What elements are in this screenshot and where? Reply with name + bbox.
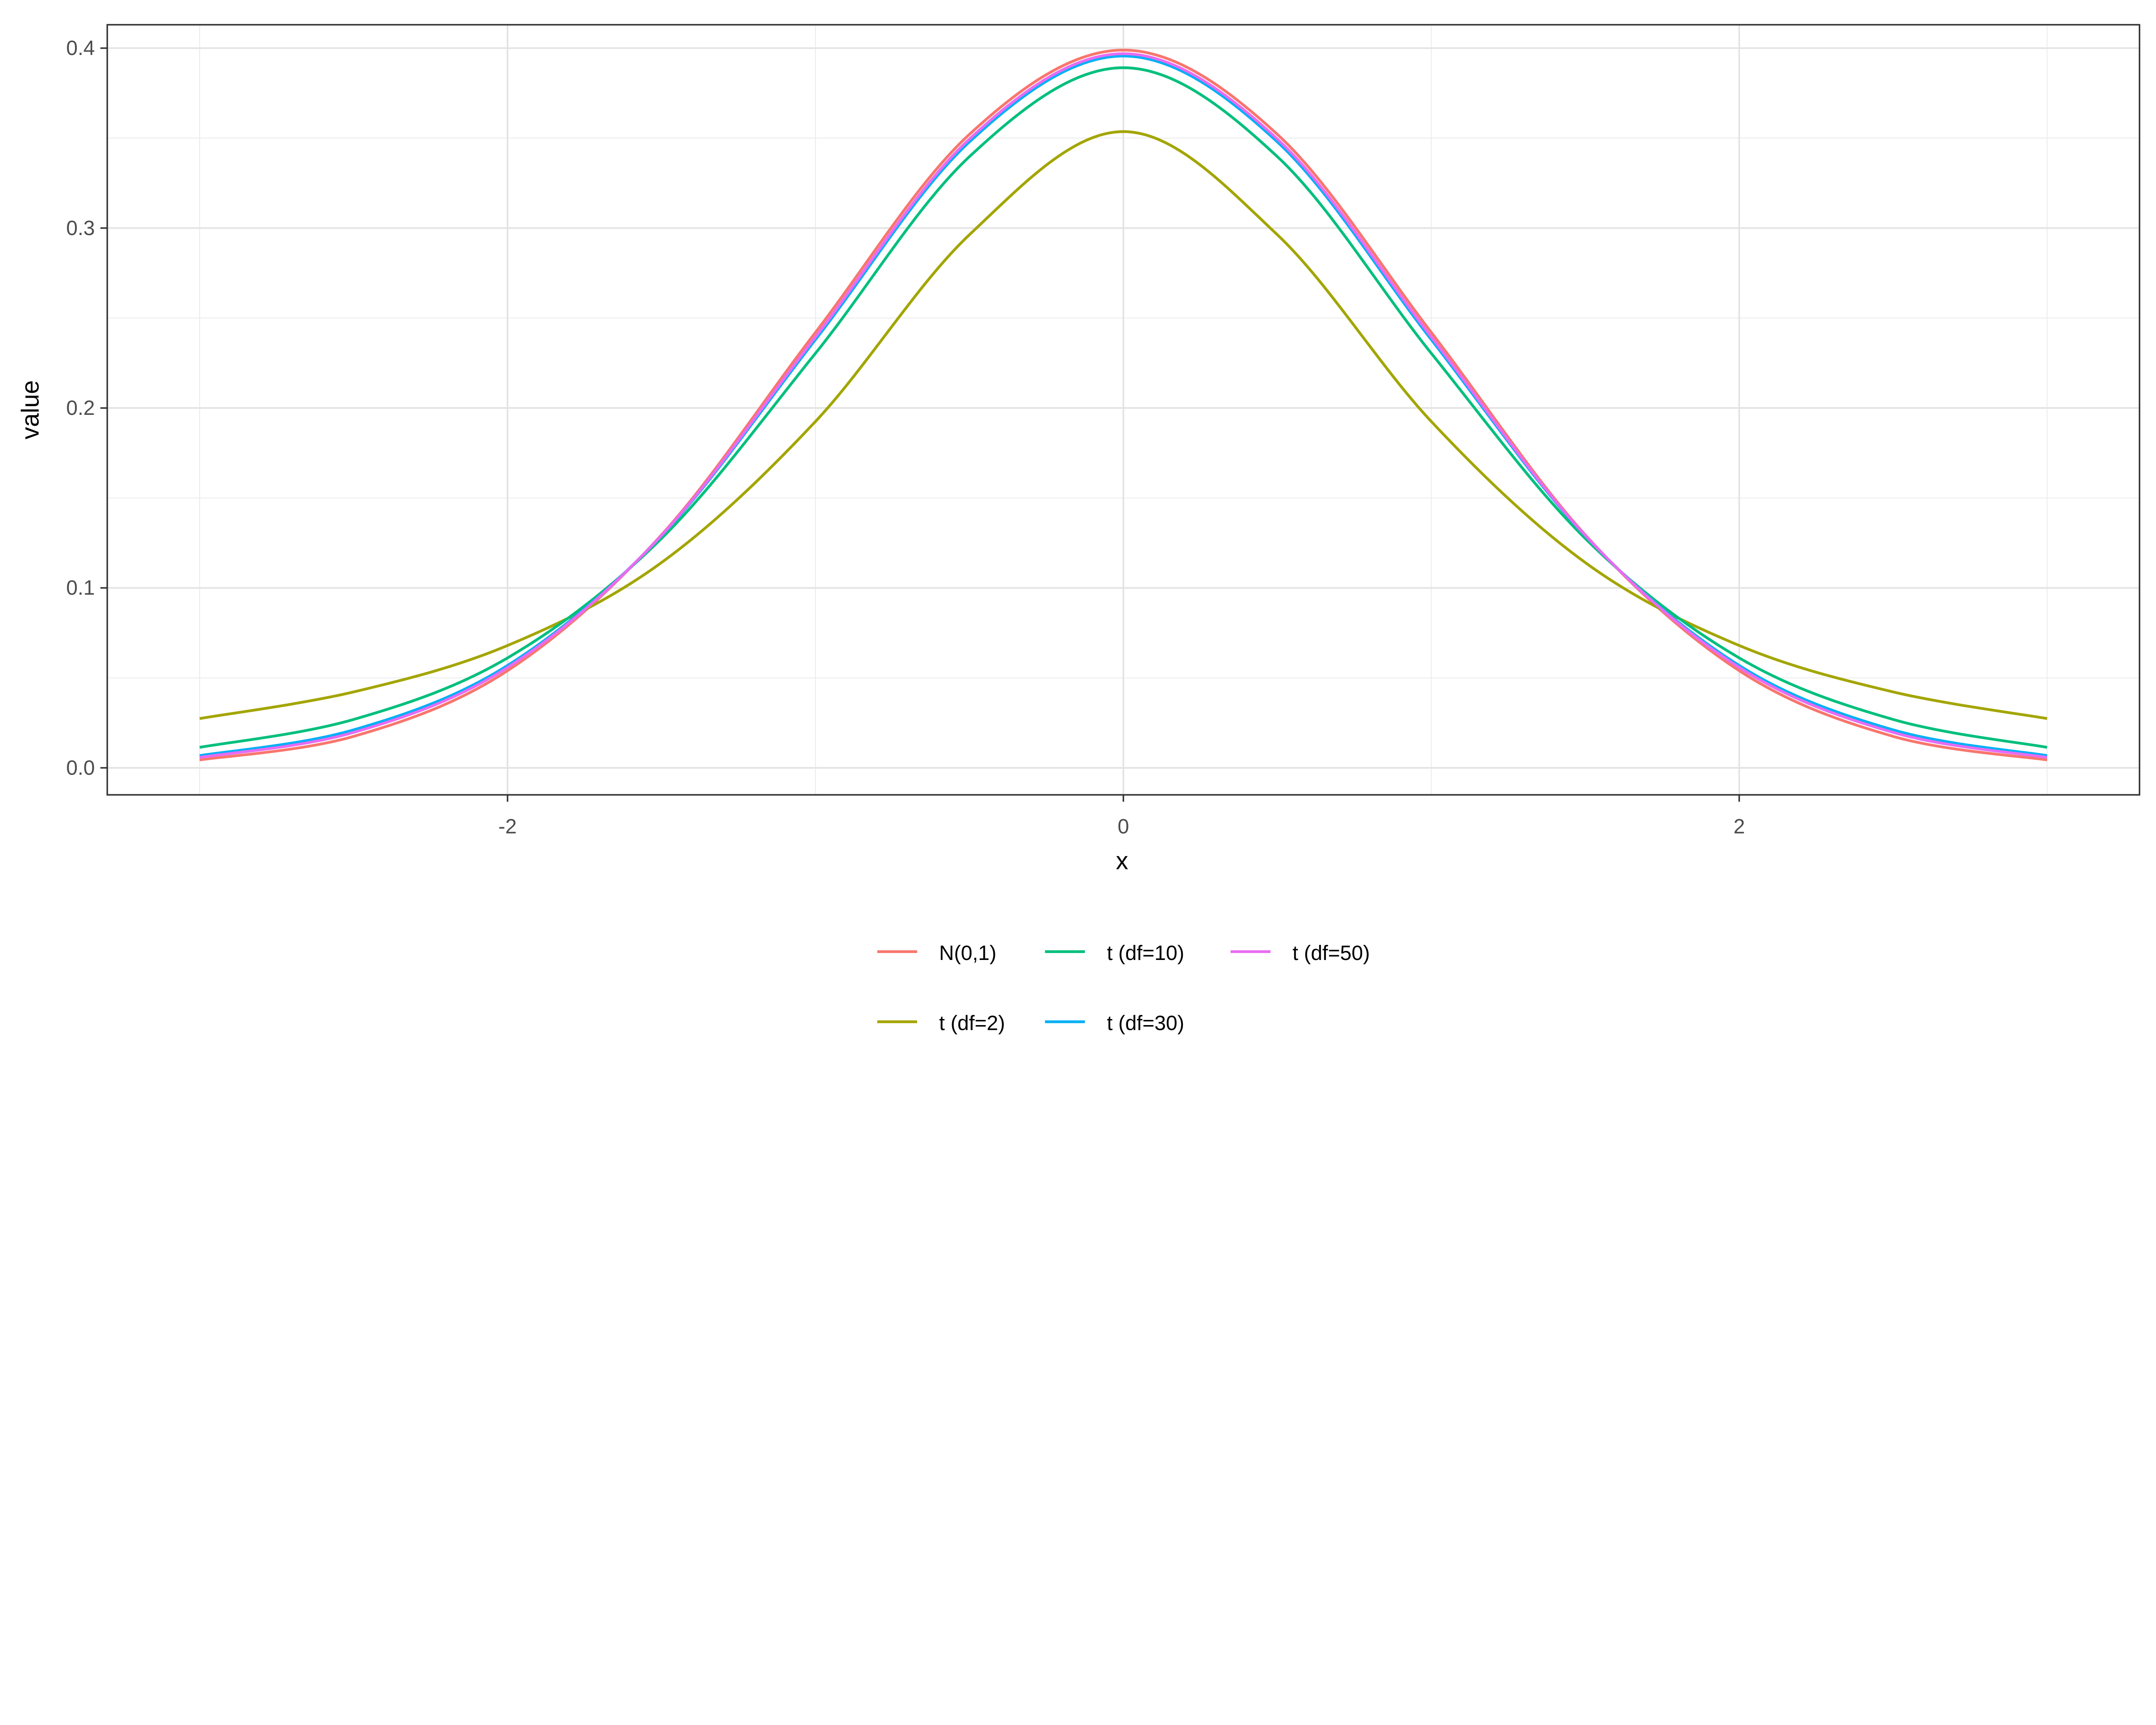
y-tick-label: 0.0: [66, 756, 95, 779]
y-tick-label: 0.3: [66, 217, 95, 240]
series-line-1: [199, 130, 2048, 720]
legend-label-2: t (df=10): [1107, 942, 1184, 965]
axes: -2 0 2 0.0 0.1 0.2 0.3 0.4: [66, 37, 1745, 838]
legend-label-3: t (df=30): [1107, 1012, 1184, 1035]
legend: N(0,1) t (df=2) t (df=10) t (df=30) t (df=50…: [877, 942, 1370, 1035]
density-chart: -2 0 2 0.0 0.1 0.2 0.3 0.4 x value N(0,1) t (df=…: [0, 0, 2156, 1078]
background: [0, 0, 2156, 1078]
series-line-4: [199, 52, 2048, 759]
series-lines: [199, 49, 2048, 762]
y-tick-label: 0.2: [66, 397, 95, 420]
x-tick-label: 0: [1118, 815, 1129, 838]
x-tick-label: -2: [498, 815, 517, 838]
x-axis-label: x: [1116, 847, 1128, 875]
legend-label-4: t (df=50): [1292, 942, 1369, 965]
series-line-3: [199, 54, 2048, 757]
series-line-0: [199, 49, 2047, 762]
y-tick-label: 0.1: [66, 577, 95, 599]
series-line-2: [199, 66, 2048, 749]
y-tick-label: 0.4: [66, 37, 95, 60]
legend-label-1: t (df=2): [939, 1012, 1005, 1035]
legend-label-0: N(0,1): [939, 942, 997, 965]
x-tick-label: 2: [1733, 815, 1745, 838]
grid: [107, 25, 2140, 795]
y-axis-label: value: [16, 380, 44, 439]
